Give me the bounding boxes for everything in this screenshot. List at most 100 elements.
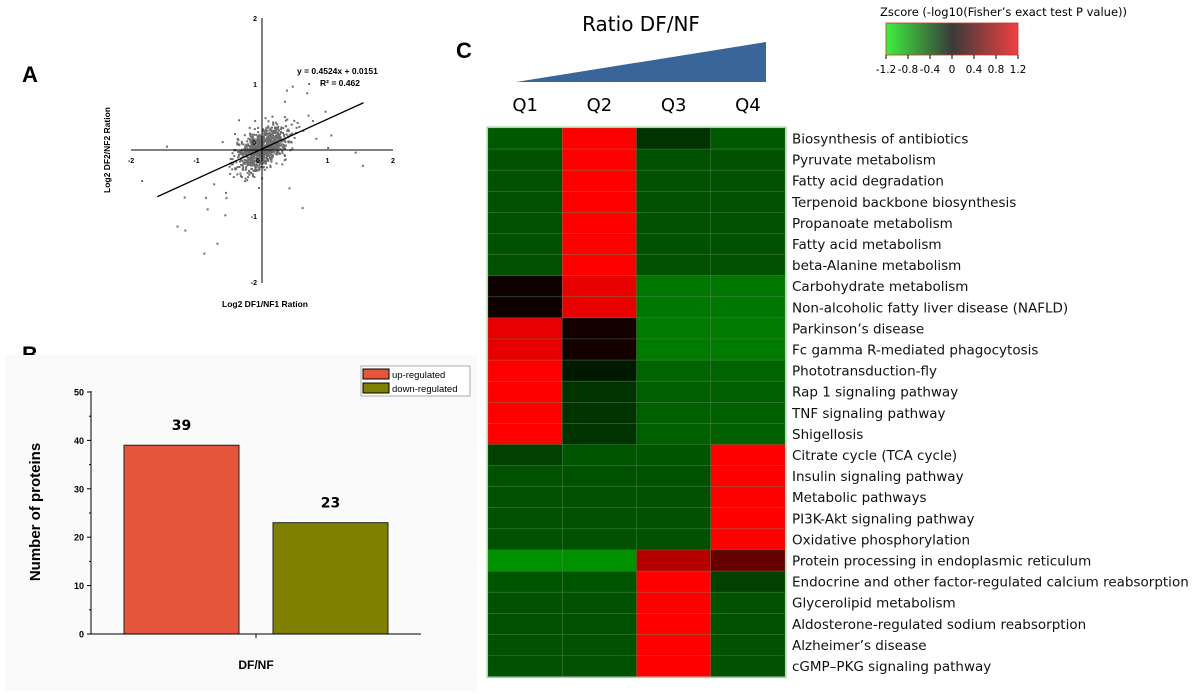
scatter-point — [267, 134, 270, 137]
heatmap-cell — [710, 233, 786, 255]
scatter-point — [257, 169, 260, 172]
heatmap-cell — [561, 254, 637, 277]
scatter-point — [248, 126, 251, 129]
scatter-point — [252, 153, 255, 156]
scatter-point — [270, 155, 273, 158]
scatter-point — [263, 168, 266, 171]
scatter-point — [288, 187, 291, 190]
scatter-point — [225, 197, 228, 200]
scatter-point — [246, 179, 249, 182]
scatter-point — [248, 173, 251, 176]
scatter-point — [276, 150, 279, 153]
scatter-point — [246, 156, 249, 159]
scatter-point — [251, 135, 254, 138]
scatter-point — [291, 85, 294, 88]
scatter-point — [278, 136, 281, 139]
scatter-point — [293, 119, 296, 122]
heatmap-cell — [710, 528, 786, 551]
scatter-point — [237, 138, 240, 141]
scatter-point — [234, 167, 237, 170]
heatmap-cell — [636, 465, 712, 488]
scatter-point — [231, 158, 234, 161]
scatter-point — [252, 164, 255, 167]
scatter-point — [249, 161, 252, 164]
heatmap-cell — [561, 359, 637, 382]
scatter-point — [237, 153, 240, 156]
scatter-point — [255, 145, 258, 148]
scatter-point — [275, 127, 278, 130]
scatter-point — [250, 148, 253, 151]
scatter-point — [236, 173, 239, 176]
scatter-point — [273, 126, 276, 129]
scatter-point — [262, 148, 265, 151]
scatter-point — [239, 159, 242, 162]
scatter-point — [250, 156, 253, 159]
scatter-point — [267, 138, 270, 141]
bar-value-label: 39 — [172, 418, 191, 434]
y-tick-label: 0 — [252, 140, 256, 147]
heatmap-cell — [487, 380, 563, 403]
scatter-point — [237, 156, 240, 159]
scatter-point — [261, 135, 264, 138]
scatter-point — [275, 162, 278, 165]
scatter-point — [256, 155, 259, 158]
scatter-point — [267, 147, 270, 150]
heatmap-cell — [487, 423, 563, 445]
scatter-point — [252, 155, 255, 158]
heatmap-row-label: Parkinson’s disease — [792, 321, 924, 337]
scatter-point — [258, 167, 261, 170]
scatter-point — [253, 138, 256, 141]
heatmap-row-label: Pyruvate metabolism — [792, 153, 936, 169]
scatter-point — [265, 127, 268, 130]
heatmap-cell — [561, 212, 637, 234]
scatter-point — [246, 149, 249, 152]
x-axis-label: DF/NF — [238, 658, 273, 672]
scatter-point — [264, 162, 267, 165]
scatter-point — [244, 161, 247, 164]
scatter-points — [141, 83, 364, 255]
heatmap-cell — [561, 233, 637, 255]
scatter-point — [251, 175, 254, 178]
scatter-point — [245, 153, 248, 156]
heatmap-cell — [487, 634, 563, 656]
heatmap-cell — [636, 148, 712, 171]
scatter-point — [268, 140, 271, 143]
heatmap-cell — [636, 296, 712, 319]
scatter-point — [290, 141, 293, 144]
scatter-point — [276, 137, 279, 140]
scatter-point — [277, 142, 280, 145]
scatter-point — [258, 187, 261, 190]
scatter-point — [166, 145, 169, 148]
heatmap-cell — [710, 127, 786, 150]
scatter-point — [254, 152, 257, 155]
scatter-point — [239, 175, 242, 178]
scatter-point — [253, 170, 256, 173]
heatmap-cell — [636, 444, 712, 466]
scatter-point — [263, 140, 266, 143]
scatter-point — [235, 161, 238, 164]
scatter-point — [267, 125, 270, 128]
scatter-point — [280, 140, 283, 143]
scatter-point — [279, 132, 282, 135]
heatmap-cell — [710, 359, 786, 382]
y-axis-label: Number of proteins — [27, 443, 44, 581]
scatter-point — [258, 144, 261, 147]
x-tick-label: 2 — [391, 158, 395, 165]
heatmap-cell — [710, 148, 786, 171]
heatmap-row-label: Insulin signaling pathway — [792, 469, 964, 485]
heatmap-cell — [710, 317, 786, 340]
scatter-point — [250, 161, 253, 164]
scatter-point — [263, 150, 266, 153]
scatter-point — [265, 144, 268, 147]
scatter-point — [243, 161, 246, 164]
scatter-plot-panel: -2 -1 0 1 2 2 1 0 -1 -2 y = 0.4524x + 0.0151 R² =… — [102, 16, 395, 309]
heatmap-cell — [710, 465, 786, 488]
scatter-point — [253, 142, 256, 145]
scatter-point — [269, 154, 272, 157]
scatter-point — [248, 169, 251, 172]
heatmap-row-label: Alzheimer’s disease — [792, 638, 927, 654]
scatter-point — [251, 151, 254, 154]
y-tick-label: -1 — [251, 214, 257, 221]
scatter-point — [259, 161, 262, 164]
scatter-point — [272, 134, 275, 137]
